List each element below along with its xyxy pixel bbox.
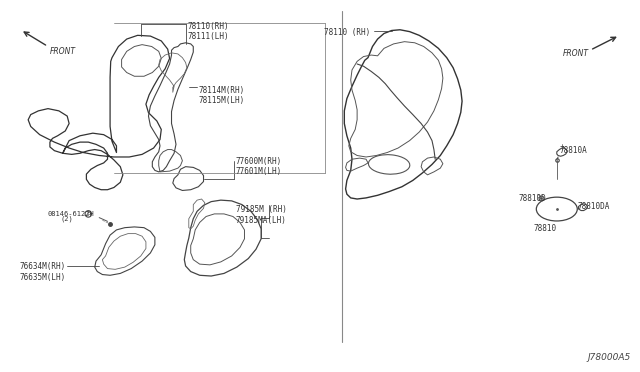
Text: J78000A5: J78000A5 bbox=[587, 353, 630, 362]
Text: 78110 (RH): 78110 (RH) bbox=[324, 28, 370, 37]
Text: 77600M(RH)
77601M(LH): 77600M(RH) 77601M(LH) bbox=[236, 157, 282, 176]
Text: B: B bbox=[86, 211, 90, 217]
Text: FRONT: FRONT bbox=[50, 46, 76, 55]
Text: 78810: 78810 bbox=[534, 224, 557, 233]
Text: 76634M(RH)
76635M(LH): 76634M(RH) 76635M(LH) bbox=[19, 262, 65, 282]
Text: 78810D: 78810D bbox=[518, 194, 546, 203]
Text: (2): (2) bbox=[61, 216, 74, 222]
Text: 78110(RH)
78111(LH): 78110(RH) 78111(LH) bbox=[188, 22, 229, 41]
Text: 08146-6122H: 08146-6122H bbox=[48, 211, 95, 217]
Text: FRONT: FRONT bbox=[563, 49, 589, 58]
Text: 78114M(RH)
78115M(LH): 78114M(RH) 78115M(LH) bbox=[198, 86, 244, 105]
Text: 78810DA: 78810DA bbox=[577, 202, 610, 211]
Text: 78810A: 78810A bbox=[560, 146, 588, 155]
Text: 79185M (RH)
79185MA(LH): 79185M (RH) 79185MA(LH) bbox=[236, 205, 286, 225]
